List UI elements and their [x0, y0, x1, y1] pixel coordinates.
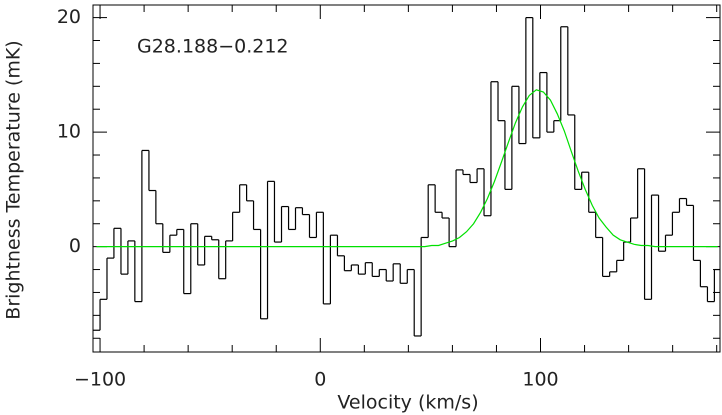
x-tick-label: 0	[314, 369, 326, 391]
fit-line	[96, 89, 718, 248]
x-axis-label: Velocity (km/s)	[337, 392, 478, 414]
x-tick-label: −100	[74, 369, 126, 391]
plot-frame	[92, 4, 721, 353]
annotation: G28.188−0.212	[137, 36, 289, 58]
y-tick-label: 10	[57, 121, 81, 143]
y-tick-label: 20	[57, 6, 81, 28]
y-axis-label: Brightness Temperature (mK)	[3, 40, 25, 319]
y-tick-label: 0	[69, 235, 81, 257]
x-tick-label: 100	[522, 369, 558, 391]
